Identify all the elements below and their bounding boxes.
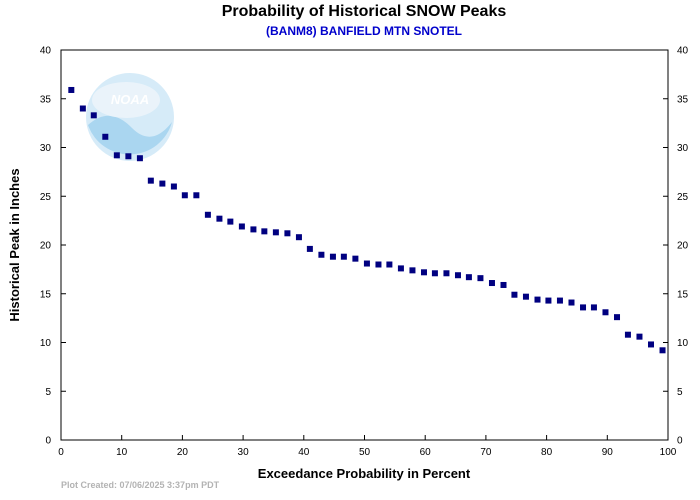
data-point bbox=[375, 261, 382, 268]
plot-created-credit: Plot Created: 07/06/2025 3:37pm PDT bbox=[61, 480, 220, 490]
data-point bbox=[386, 261, 393, 268]
noaa-logo: NOAA bbox=[86, 73, 174, 161]
y-tick-label: 40 bbox=[40, 46, 52, 57]
y-axis-right: 0 5 10 15 20 25 30 35 40 bbox=[663, 46, 689, 447]
data-point bbox=[170, 183, 177, 190]
x-tick-label: 90 bbox=[602, 447, 614, 458]
data-point bbox=[136, 155, 143, 162]
y-tick-label: 5 bbox=[45, 387, 51, 398]
data-point bbox=[397, 265, 404, 272]
x-tick-label: 10 bbox=[116, 447, 128, 458]
x-axis: 0 10 20 30 40 50 60 70 80 90 100 bbox=[58, 435, 677, 458]
data-point bbox=[511, 291, 518, 298]
data-point bbox=[522, 293, 529, 300]
y-axis-left: 0 5 10 15 20 25 30 35 40 bbox=[40, 46, 66, 447]
y-tick-label-right: 40 bbox=[677, 46, 689, 57]
data-point bbox=[420, 269, 427, 276]
data-point bbox=[340, 253, 347, 260]
x-tick-label: 40 bbox=[298, 447, 310, 458]
data-point bbox=[659, 347, 666, 354]
data-point bbox=[580, 304, 587, 311]
data-point bbox=[465, 274, 472, 281]
data-point bbox=[329, 253, 336, 260]
data-point bbox=[602, 309, 609, 316]
data-point bbox=[590, 304, 597, 311]
data-point bbox=[159, 180, 166, 187]
y-tick-label: 30 bbox=[40, 143, 52, 154]
x-tick-label: 20 bbox=[177, 447, 189, 458]
data-point bbox=[90, 112, 97, 119]
data-point bbox=[545, 297, 552, 304]
y-tick-label-right: 10 bbox=[677, 338, 689, 349]
data-point bbox=[500, 281, 507, 288]
data-point bbox=[193, 192, 200, 199]
data-point bbox=[614, 314, 621, 321]
y-tick-label-right: 5 bbox=[677, 387, 683, 398]
x-axis-label: Exceedance Probability in Percent bbox=[258, 466, 471, 481]
data-point bbox=[113, 152, 120, 159]
data-point bbox=[488, 280, 495, 287]
x-tick-label: 80 bbox=[541, 447, 553, 458]
y-tick-label: 25 bbox=[40, 192, 52, 203]
data-point bbox=[227, 218, 234, 225]
data-point bbox=[443, 270, 450, 277]
data-point bbox=[272, 229, 279, 236]
data-point bbox=[568, 299, 575, 306]
data-point bbox=[125, 153, 132, 160]
y-tick-label: 35 bbox=[40, 94, 52, 105]
data-point bbox=[204, 211, 211, 218]
x-tick-label: 60 bbox=[420, 447, 432, 458]
data-point bbox=[306, 245, 313, 252]
y-tick-label-right: 35 bbox=[677, 94, 689, 105]
data-point bbox=[624, 331, 631, 338]
data-point bbox=[295, 234, 302, 241]
data-point bbox=[79, 105, 86, 112]
data-point bbox=[648, 341, 655, 348]
data-series bbox=[68, 86, 666, 354]
data-point bbox=[284, 230, 291, 237]
y-tick-label-right: 30 bbox=[677, 143, 689, 154]
y-tick-label: 10 bbox=[40, 338, 52, 349]
x-tick-label: 30 bbox=[238, 447, 250, 458]
data-point bbox=[477, 275, 484, 282]
y-axis-label: Historical Peak in Inches bbox=[7, 168, 22, 321]
data-point bbox=[216, 215, 223, 222]
data-point bbox=[261, 228, 268, 235]
y-tick-label: 20 bbox=[40, 241, 52, 252]
y-tick-label-right: 15 bbox=[677, 289, 689, 300]
data-point bbox=[238, 223, 245, 230]
data-point bbox=[636, 333, 643, 340]
data-point bbox=[431, 270, 438, 277]
x-tick-label: 70 bbox=[480, 447, 492, 458]
data-point bbox=[534, 296, 541, 303]
y-tick-label-right: 0 bbox=[677, 436, 683, 447]
x-tick-label: 50 bbox=[359, 447, 371, 458]
y-tick-label: 15 bbox=[40, 289, 52, 300]
data-point bbox=[102, 133, 109, 140]
y-tick-label: 0 bbox=[45, 436, 51, 447]
data-point bbox=[68, 86, 75, 93]
data-point bbox=[147, 177, 154, 184]
data-point bbox=[181, 192, 188, 199]
data-point bbox=[409, 267, 416, 274]
data-point bbox=[454, 272, 461, 279]
x-tick-label: 100 bbox=[660, 447, 677, 458]
y-tick-label-right: 20 bbox=[677, 241, 689, 252]
data-point bbox=[556, 297, 563, 304]
data-point bbox=[352, 255, 359, 262]
data-point bbox=[318, 251, 325, 258]
chart-subtitle: (BANM8) BANFIELD MTN SNOTEL bbox=[266, 24, 462, 38]
data-point bbox=[363, 260, 370, 267]
chart-title: Probability of Historical SNOW Peaks bbox=[222, 3, 507, 20]
y-tick-label-right: 25 bbox=[677, 192, 689, 203]
logo-text: NOAA bbox=[111, 92, 149, 107]
data-point bbox=[250, 226, 257, 233]
x-tick-label: 0 bbox=[58, 447, 64, 458]
